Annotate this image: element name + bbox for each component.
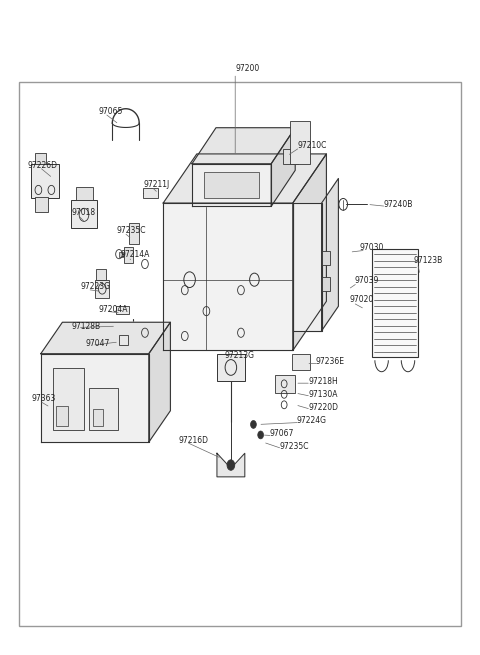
Bar xyxy=(322,251,330,265)
Polygon shape xyxy=(41,354,149,442)
Text: 97235C: 97235C xyxy=(116,226,145,235)
Text: 97039: 97039 xyxy=(354,276,379,285)
Bar xyxy=(143,188,158,198)
Text: 97216D: 97216D xyxy=(179,436,208,445)
Bar xyxy=(35,153,46,164)
Bar xyxy=(124,247,133,263)
Bar xyxy=(275,375,295,393)
Polygon shape xyxy=(163,203,293,350)
Text: 97065: 97065 xyxy=(98,107,123,116)
Text: 97123B: 97123B xyxy=(414,256,443,265)
Text: 97223G: 97223G xyxy=(81,282,110,291)
Bar xyxy=(204,172,259,198)
Text: 97210C: 97210C xyxy=(298,141,327,150)
Text: 97214A: 97214A xyxy=(121,250,150,259)
Bar xyxy=(322,277,330,291)
Bar xyxy=(53,368,84,430)
Text: 97200: 97200 xyxy=(235,64,260,73)
Circle shape xyxy=(258,431,264,439)
Text: 97213G: 97213G xyxy=(225,350,254,360)
Polygon shape xyxy=(271,128,295,206)
Bar xyxy=(217,354,245,381)
Bar xyxy=(89,388,118,430)
Text: 97211J: 97211J xyxy=(144,180,170,189)
Bar xyxy=(116,306,129,314)
Polygon shape xyxy=(163,154,326,203)
Bar xyxy=(19,82,461,626)
Bar xyxy=(292,354,310,370)
Polygon shape xyxy=(192,164,271,206)
Polygon shape xyxy=(322,179,338,331)
Text: 97030: 97030 xyxy=(359,243,384,252)
Text: 97047: 97047 xyxy=(85,339,110,348)
Bar xyxy=(56,406,68,426)
Bar xyxy=(76,187,93,200)
Text: 97128B: 97128B xyxy=(71,322,100,331)
Text: 97018: 97018 xyxy=(71,208,95,217)
Text: 97204A: 97204A xyxy=(98,305,128,314)
Polygon shape xyxy=(192,128,295,164)
Bar xyxy=(71,200,97,228)
Bar xyxy=(290,121,310,164)
Bar xyxy=(129,223,139,244)
Text: 97236E: 97236E xyxy=(316,357,345,366)
Text: 97363: 97363 xyxy=(31,394,56,403)
Bar xyxy=(283,149,298,164)
Bar xyxy=(31,164,59,198)
Polygon shape xyxy=(293,203,322,331)
Circle shape xyxy=(251,421,256,428)
Text: 97020: 97020 xyxy=(349,295,374,305)
Bar xyxy=(93,409,103,426)
Text: 97240B: 97240B xyxy=(384,200,413,209)
Bar xyxy=(119,252,123,257)
Polygon shape xyxy=(41,322,170,354)
Text: 97220D: 97220D xyxy=(308,403,338,412)
Text: 97224G: 97224G xyxy=(297,416,326,425)
Text: 97226D: 97226D xyxy=(28,160,58,170)
Circle shape xyxy=(227,460,235,470)
Bar xyxy=(95,280,109,298)
Text: 97067: 97067 xyxy=(270,429,294,438)
Text: 97235C: 97235C xyxy=(279,442,309,451)
Bar xyxy=(96,269,106,280)
Text: 97218H: 97218H xyxy=(308,377,338,386)
Text: 97130A: 97130A xyxy=(308,390,337,399)
Polygon shape xyxy=(293,154,326,350)
Bar xyxy=(372,249,418,357)
Bar xyxy=(35,196,48,212)
Bar xyxy=(119,335,128,345)
Polygon shape xyxy=(149,322,170,442)
Polygon shape xyxy=(217,453,245,477)
